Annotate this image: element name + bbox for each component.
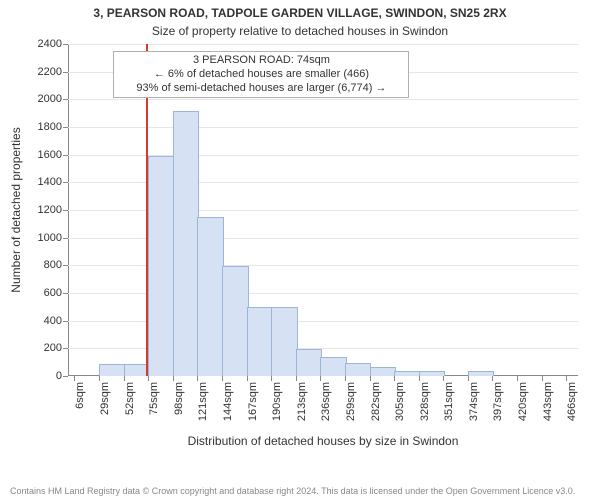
x-tick-label: 282sqm: [370, 382, 382, 421]
x-tick-mark: [419, 376, 420, 381]
chart-title-line2: Size of property relative to detached ho…: [0, 24, 600, 38]
histogram-bar: [271, 307, 298, 376]
x-tick-mark: [296, 376, 297, 381]
y-tick-label: 2200: [38, 66, 68, 78]
y-tick-label: 2000: [38, 93, 68, 105]
x-tick-mark: [443, 376, 444, 381]
histogram-bar: [197, 217, 224, 376]
x-tick-mark: [468, 376, 469, 381]
y-tick-label: 2400: [38, 38, 68, 50]
y-tick-label: 0: [56, 370, 68, 382]
histogram-bar: [222, 266, 249, 376]
x-tick-label: 374sqm: [468, 382, 480, 421]
annotation-line: 93% of semi-detached houses are larger (…: [120, 82, 402, 96]
x-tick-label: 305sqm: [394, 382, 406, 421]
y-grid-line: [68, 321, 578, 322]
x-tick-mark: [320, 376, 321, 381]
x-tick-label: 75sqm: [148, 382, 160, 415]
y-grid-line: [68, 293, 578, 294]
x-tick-label: 144sqm: [222, 382, 234, 421]
x-tick-label: 6sqm: [74, 382, 86, 409]
x-tick-mark: [542, 376, 543, 381]
y-tick-label: 1600: [38, 149, 68, 161]
x-tick-mark: [148, 376, 149, 381]
x-tick-mark: [492, 376, 493, 381]
histogram-bar: [247, 307, 274, 376]
y-grid-line: [68, 182, 578, 183]
x-tick-label: 213sqm: [296, 382, 308, 421]
y-tick-label: 600: [44, 287, 68, 299]
footer-attribution: Contains HM Land Registry data © Crown c…: [10, 486, 590, 496]
x-tick-mark: [222, 376, 223, 381]
x-tick-mark: [566, 376, 567, 381]
x-tick-label: 397sqm: [492, 382, 504, 421]
y-tick-label: 800: [44, 259, 68, 271]
chart-title-line1: 3, PEARSON ROAD, TADPOLE GARDEN VILLAGE,…: [0, 6, 600, 20]
histogram-bar: [419, 371, 446, 376]
y-tick-label: 1400: [38, 176, 68, 188]
x-tick-mark: [370, 376, 371, 381]
x-axis-label: Distribution of detached houses by size …: [68, 434, 578, 448]
annotation-line: 3 PEARSON ROAD: 74sqm: [120, 54, 402, 68]
x-tick-label: 259sqm: [345, 382, 357, 421]
y-grid-line: [68, 265, 578, 266]
x-tick-mark: [124, 376, 125, 381]
plot-area: 0200400600800100012001400160018002000220…: [68, 44, 578, 376]
x-tick-mark: [197, 376, 198, 381]
x-tick-mark: [394, 376, 395, 381]
y-grid-line: [68, 127, 578, 128]
y-grid-line: [68, 155, 578, 156]
histogram-bar: [296, 349, 323, 376]
x-tick-label: 190sqm: [271, 382, 283, 421]
x-tick-mark: [517, 376, 518, 381]
x-tick-label: 466sqm: [566, 382, 578, 421]
x-tick-mark: [345, 376, 346, 381]
x-tick-label: 236sqm: [320, 382, 332, 421]
y-grid-line: [68, 210, 578, 211]
y-tick-label: 1200: [38, 204, 68, 216]
x-tick-label: 328sqm: [419, 382, 431, 421]
x-tick-label: 167sqm: [247, 382, 259, 421]
annotation-line: ← 6% of detached houses are smaller (466…: [120, 68, 402, 82]
x-tick-mark: [99, 376, 100, 381]
histogram-bar: [468, 371, 495, 376]
x-tick-label: 52sqm: [124, 382, 136, 415]
y-tick-label: 1800: [38, 121, 68, 133]
x-tick-mark: [173, 376, 174, 381]
x-tick-label: 121sqm: [197, 382, 209, 421]
x-tick-label: 29sqm: [99, 382, 111, 415]
histogram-bar: [394, 371, 421, 376]
x-tick-label: 420sqm: [517, 382, 529, 421]
x-tick-label: 443sqm: [542, 382, 554, 421]
histogram-bar: [370, 367, 397, 376]
histogram-bar: [345, 363, 372, 376]
chart-container: 3, PEARSON ROAD, TADPOLE GARDEN VILLAGE,…: [0, 0, 600, 500]
y-grid-line: [68, 348, 578, 349]
y-tick-label: 200: [44, 342, 68, 354]
y-grid-line: [68, 44, 578, 45]
y-axis-label: Number of detached properties: [9, 127, 23, 292]
y-grid-line: [68, 238, 578, 239]
x-tick-label: 351sqm: [443, 382, 455, 421]
x-tick-mark: [247, 376, 248, 381]
x-tick-label: 98sqm: [173, 382, 185, 415]
y-grid-line: [68, 99, 578, 100]
histogram-bar: [99, 364, 126, 376]
y-tick-label: 1000: [38, 232, 68, 244]
histogram-bar: [148, 156, 175, 376]
x-tick-mark: [271, 376, 272, 381]
annotation-box: 3 PEARSON ROAD: 74sqm← 6% of detached ho…: [113, 51, 409, 98]
x-tick-mark: [74, 376, 75, 381]
y-tick-label: 400: [44, 315, 68, 327]
histogram-bar: [173, 111, 200, 376]
histogram-bar: [320, 357, 347, 376]
